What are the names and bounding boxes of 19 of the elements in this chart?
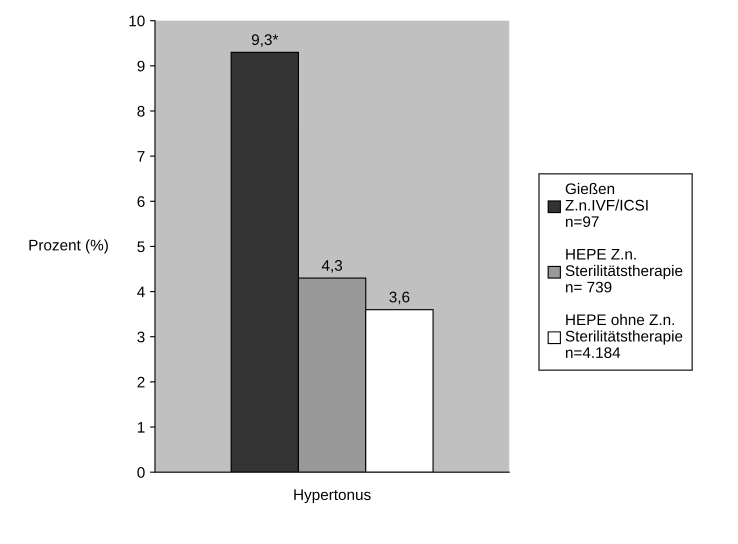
- y-tick-label: 1: [138, 422, 145, 433]
- y-tick-label: 4: [137, 286, 145, 298]
- legend-label: HEPE Z.n. Sterilitätstherapie n= 739: [566, 248, 682, 293]
- data-label: 3,6: [389, 292, 410, 304]
- data-label: 4,3: [322, 260, 342, 273]
- y-tick-label: 7: [138, 151, 144, 162]
- data-label: 9,3*: [252, 34, 278, 47]
- legend-label: HEPE ohne Z.n. Sterilitätstherapie n=4.184: [566, 314, 682, 358]
- y-tick-label: 5: [137, 241, 145, 252]
- y-tick-label: 0: [137, 467, 145, 478]
- legend-label: Gießen Z.n.IVF/ICSI n=97: [565, 182, 648, 228]
- y-tick-label: 9: [137, 60, 145, 72]
- y-tick-label: 8: [137, 106, 145, 117]
- y-tick-label: 10: [129, 16, 145, 26]
- y-tick-label: 6: [138, 196, 145, 207]
- y-tick-label: 3: [137, 332, 145, 342]
- y-axis-title: Prozent (%): [29, 239, 108, 254]
- x-tick-label: Hypertonus: [294, 489, 371, 504]
- y-tick-label: 2: [138, 376, 144, 388]
